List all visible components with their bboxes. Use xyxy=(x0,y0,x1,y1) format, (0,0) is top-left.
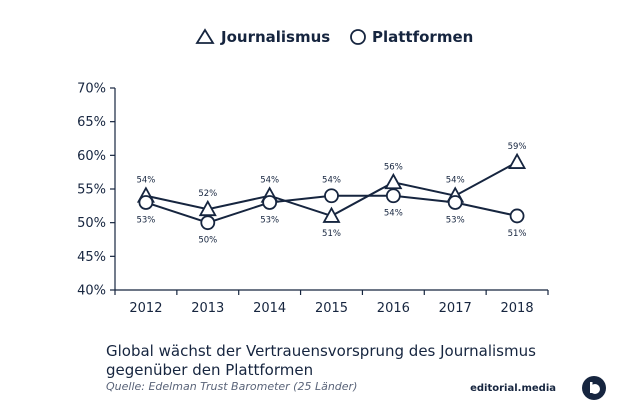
y-tick-label: 60% xyxy=(77,149,106,164)
x-tick-label: 2012 xyxy=(129,301,162,316)
brand-label: editorial.media xyxy=(470,383,556,394)
triangle-marker xyxy=(384,172,403,190)
data-label: 51% xyxy=(322,229,341,239)
caption-line-2: gegenüber den Plattformen xyxy=(106,361,314,379)
circle-marker xyxy=(509,208,525,224)
triangle-marker xyxy=(322,206,341,223)
data-label: 54% xyxy=(446,176,465,186)
y-tick-label: 55% xyxy=(77,183,106,198)
legend: Journalismus Plattformen xyxy=(195,28,473,46)
legend-label-journalismus: Journalismus xyxy=(220,28,330,46)
circle-marker xyxy=(324,188,339,204)
circle-marker xyxy=(138,195,154,210)
x-tick-label: 2018 xyxy=(501,301,534,316)
chart-caption: Global wächst der Vertrauensvorsprung de… xyxy=(106,342,576,380)
data-label: 54% xyxy=(136,176,155,186)
series-layer: 54% 52% 54% 51% 56% 54% 59% 53% 50% 53% 54% 54% 53% 5… xyxy=(136,142,526,246)
data-label: 51% xyxy=(508,229,527,239)
legend-label-plattformen: Plattformen xyxy=(372,28,473,46)
data-label: 54% xyxy=(322,176,341,186)
circle-marker xyxy=(200,215,216,231)
brand-logo-icon xyxy=(582,376,606,400)
data-label: 52% xyxy=(198,189,217,199)
triangle-marker xyxy=(198,199,217,217)
triangle-marker xyxy=(508,152,527,169)
circle-marker xyxy=(447,195,463,210)
y-tick-label: 70% xyxy=(77,82,106,97)
legend-circle-marker xyxy=(350,29,366,45)
data-label: 53% xyxy=(136,215,155,225)
data-label: 54% xyxy=(384,209,403,219)
data-label: 56% xyxy=(384,162,403,172)
data-label: 53% xyxy=(446,215,465,225)
data-label: 54% xyxy=(260,176,279,186)
y-tick-label: 65% xyxy=(77,115,106,130)
y-tick-label: 40% xyxy=(77,284,106,299)
y-tick-label: 45% xyxy=(77,250,106,265)
y-tick-label: 50% xyxy=(77,216,106,231)
data-label: 50% xyxy=(198,236,217,246)
x-tick-label: 2017 xyxy=(439,301,472,316)
line-chart: Journalismus Plattformen 40% 45% 50% 55% 60%… xyxy=(77,28,549,316)
x-tick-label: 2013 xyxy=(191,301,224,316)
circle-marker xyxy=(385,188,401,204)
x-tick-label: 2014 xyxy=(253,301,286,316)
data-label: 59% xyxy=(508,142,527,152)
circle-marker xyxy=(262,195,278,210)
source-note: Quelle: Edelman Trust Barometer (25 Länd… xyxy=(106,380,358,393)
data-label: 53% xyxy=(260,215,279,225)
x-tick-label: 2016 xyxy=(377,301,410,316)
caption-line-1: Global wächst der Vertrauensvorsprung de… xyxy=(106,342,536,360)
legend-triangle-marker xyxy=(195,28,215,44)
axes: 40% 45% 50% 55% 60% 65% 70% 2012 2013 2014 2015 201… xyxy=(77,82,549,316)
x-tick-label: 2015 xyxy=(315,301,348,316)
